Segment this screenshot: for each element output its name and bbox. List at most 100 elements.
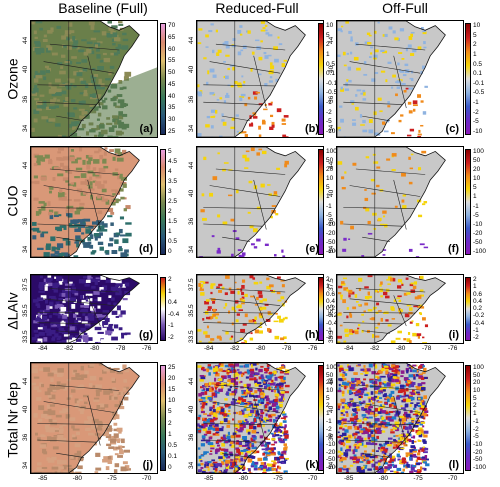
diff-cell	[357, 390, 362, 393]
diff-cell	[356, 444, 360, 447]
colorbar-tick-label: -5	[326, 118, 332, 126]
field-cell	[123, 449, 130, 453]
diff-cell	[221, 286, 225, 290]
diff-cell	[414, 404, 417, 408]
field-cell	[104, 404, 109, 408]
diff-cell	[351, 380, 355, 385]
field-cell	[39, 444, 47, 448]
field-cell	[44, 283, 49, 287]
diff-cell	[356, 89, 362, 92]
diff-cell	[338, 383, 341, 387]
field-cell	[58, 280, 63, 284]
field-cell	[71, 283, 75, 287]
diff-cell	[197, 417, 201, 420]
diff-cell	[245, 150, 250, 153]
diff-cell	[396, 396, 401, 400]
diff-cell	[347, 380, 350, 383]
diff-cell	[410, 31, 415, 34]
x-tick-label: -82	[230, 345, 240, 352]
diff-cell	[408, 440, 412, 443]
diff-cell	[198, 398, 203, 402]
field-cell	[44, 424, 50, 430]
field-cell	[54, 254, 59, 257]
diff-cell	[254, 380, 257, 384]
diff-cell	[408, 36, 413, 40]
diff-cell	[227, 370, 230, 373]
field-cell	[55, 226, 61, 231]
map-panel-l: (l)	[336, 362, 464, 474]
field-cell	[89, 363, 95, 367]
map-canvas	[197, 275, 307, 343]
diff-cell	[235, 389, 238, 394]
field-cell	[122, 387, 127, 391]
diff-cell	[391, 441, 396, 444]
diff-cell	[239, 255, 245, 257]
diff-cell	[260, 365, 264, 368]
diff-cell	[268, 193, 273, 196]
diff-cell	[368, 34, 372, 37]
diff-cell	[395, 337, 401, 340]
diff-cell	[235, 300, 239, 304]
diff-cell	[356, 380, 361, 385]
diff-cell	[410, 282, 415, 285]
field-cell	[120, 438, 125, 444]
field-cell	[53, 427, 60, 431]
diff-cell	[253, 418, 257, 423]
diff-cell	[275, 401, 278, 405]
field-cell	[83, 301, 90, 306]
diff-cell	[269, 62, 273, 66]
diff-cell	[387, 424, 392, 426]
field-cell	[70, 297, 77, 302]
colorbar-tick-label: -0.5	[473, 89, 485, 97]
diff-cell	[219, 135, 223, 137]
diff-cell	[211, 298, 216, 302]
field-cell	[103, 165, 109, 169]
field-cell	[84, 370, 89, 375]
diff-cell	[224, 364, 230, 368]
diff-cell	[421, 203, 426, 206]
diff-cell	[218, 406, 224, 409]
diff-cell	[279, 403, 283, 408]
diff-cell	[390, 306, 394, 310]
field-cell	[85, 154, 91, 159]
diff-cell	[280, 385, 284, 388]
diff-cell	[408, 425, 413, 430]
diff-cell	[214, 393, 217, 397]
diff-cell	[416, 402, 421, 405]
field-cell	[90, 306, 95, 311]
diff-cell	[279, 435, 283, 437]
diff-cell	[237, 425, 241, 429]
diff-cell	[252, 461, 255, 465]
diff-cell	[234, 402, 239, 405]
field-cell	[81, 111, 88, 116]
diff-cell	[200, 391, 205, 396]
diff-cell	[256, 152, 261, 156]
colorbar-baseline	[160, 277, 166, 341]
diff-cell	[377, 470, 382, 473]
diff-cell	[250, 68, 253, 72]
diff-cell	[251, 51, 255, 55]
diff-cell	[408, 422, 413, 426]
diff-cell	[363, 431, 368, 434]
diff-cell	[382, 50, 388, 54]
diff-cell	[342, 377, 347, 381]
diff-cell	[338, 105, 343, 108]
diff-cell	[254, 431, 260, 434]
diff-cell	[391, 397, 396, 402]
diff-cell	[261, 150, 267, 155]
coastline	[197, 147, 306, 257]
field-cell	[57, 335, 62, 339]
diff-cell	[386, 279, 390, 281]
field-cell	[122, 364, 127, 370]
colorbar-tick-label: -1	[326, 99, 332, 107]
diff-cell	[258, 368, 263, 373]
panel-label: (l)	[448, 459, 459, 471]
diff-cell	[229, 385, 232, 389]
diff-cell	[244, 418, 248, 421]
diff-cell	[223, 448, 229, 453]
diff-cell	[421, 382, 426, 385]
diff-cell	[250, 392, 255, 395]
diff-cell	[399, 415, 405, 418]
diff-cell	[225, 465, 230, 469]
diff-cell	[416, 417, 420, 420]
